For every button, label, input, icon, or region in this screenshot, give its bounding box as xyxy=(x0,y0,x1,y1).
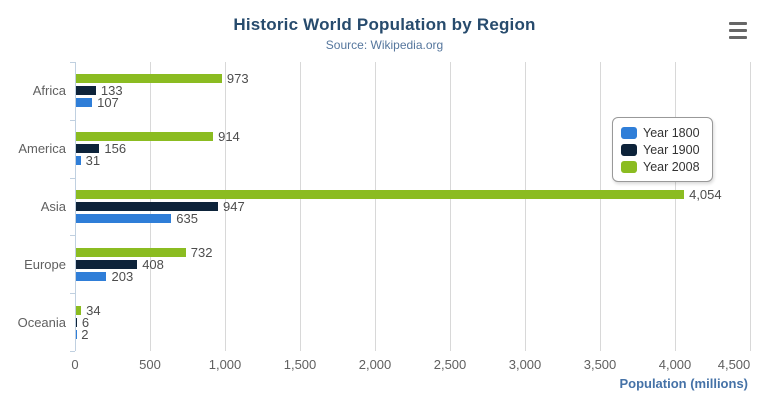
x-axis-title: Population (millions) xyxy=(619,376,748,391)
legend-swatch-icon xyxy=(621,143,637,156)
grid-line xyxy=(375,62,376,351)
bar-value-label: 133 xyxy=(100,83,123,99)
x-tick-label: 1,000 xyxy=(208,357,242,372)
grid-line xyxy=(675,62,676,351)
bar-year-1800[interactable] xyxy=(76,214,172,223)
legend-item-label: Year 1900 xyxy=(643,142,700,157)
x-tick-label: 500 xyxy=(139,357,161,372)
x-tick-label: 4,000 xyxy=(658,357,692,372)
bar-year-1900[interactable] xyxy=(76,259,138,269)
bar-value-label: 203 xyxy=(111,268,134,284)
bar-value-label: 4,054 xyxy=(689,187,722,202)
category-label: Africa xyxy=(32,83,66,98)
x-tick-label: 0 xyxy=(71,357,79,372)
y-axis-tick xyxy=(70,62,75,63)
hamburger-menu-icon[interactable] xyxy=(729,22,747,39)
grid-line xyxy=(525,62,526,351)
bar-year-1900[interactable] xyxy=(76,86,96,96)
bar-value-label: 914 xyxy=(218,129,240,145)
x-tick-label: 4,500 xyxy=(717,357,751,372)
x-tick-label: 1,500 xyxy=(283,357,317,372)
y-axis-tick xyxy=(70,235,75,236)
bar-value-label: 6 xyxy=(81,314,90,330)
bar-value-label: 947 xyxy=(223,199,245,214)
grid-line xyxy=(300,62,301,351)
legend-item-label: Year 2008 xyxy=(643,159,700,174)
y-axis-line xyxy=(75,62,76,351)
category-label: Asia xyxy=(40,199,66,214)
plot-area: 973 133 107 914 156 31 4,054 947 635 732 408 203 34 6… xyxy=(70,62,751,352)
grid-line xyxy=(750,62,751,351)
bar-year-1900[interactable] xyxy=(76,144,100,154)
bar-value-label: 2 xyxy=(81,326,89,342)
bar-value-label: 732 xyxy=(190,244,213,260)
category-label: Oceania xyxy=(17,315,66,330)
x-tick-label: 2,000 xyxy=(358,357,392,372)
bar-year-2008[interactable] xyxy=(76,74,222,84)
y-axis-tick xyxy=(70,351,75,352)
bar-value-label: 156 xyxy=(104,141,127,157)
category-label: Europe xyxy=(24,257,66,272)
grid-line xyxy=(225,62,226,351)
legend-swatch-icon xyxy=(621,126,637,139)
chart-subtitle: Source: Wikipedia.org xyxy=(325,38,444,52)
x-tick-label: 2,500 xyxy=(433,357,467,372)
x-tick-label: 3,500 xyxy=(583,357,617,372)
bar-year-1800[interactable] xyxy=(76,156,81,166)
bar-value-label: 408 xyxy=(142,256,164,272)
bar-year-1800[interactable] xyxy=(76,271,107,281)
bar-year-2008[interactable] xyxy=(76,305,82,315)
bar-value-label: 635 xyxy=(176,211,198,226)
y-axis-tick xyxy=(70,293,75,294)
bar-year-2008[interactable] xyxy=(76,132,214,142)
grid-line xyxy=(450,62,451,351)
bar-year-1800[interactable] xyxy=(76,98,93,108)
x-tick-label: 3,000 xyxy=(508,357,542,372)
bar-value-label: 107 xyxy=(97,95,119,111)
bar-year-2008[interactable] xyxy=(76,190,685,199)
legend-item-year-1900[interactable]: Year 1900 xyxy=(621,141,700,158)
legend: Year 1800 Year 1900 Year 2008 xyxy=(612,117,713,182)
grid-line xyxy=(600,62,601,351)
bar-value-label: 31 xyxy=(85,153,101,169)
chart-title: Historic World Population by Region xyxy=(233,15,536,34)
bar-year-1900[interactable] xyxy=(76,317,77,327)
bar-value-label: 973 xyxy=(226,71,249,87)
y-axis-tick xyxy=(70,178,75,179)
legend-item-year-1800[interactable]: Year 1800 xyxy=(621,124,700,141)
legend-item-label: Year 1800 xyxy=(643,125,700,140)
legend-item-year-2008[interactable]: Year 2008 xyxy=(621,158,700,175)
category-label: America xyxy=(18,141,66,156)
bar-year-2008[interactable] xyxy=(76,247,186,257)
bar-value-label: 34 xyxy=(86,302,101,318)
legend-swatch-icon xyxy=(621,160,637,173)
bar-year-1900[interactable] xyxy=(76,202,219,211)
y-axis-tick xyxy=(70,120,75,121)
